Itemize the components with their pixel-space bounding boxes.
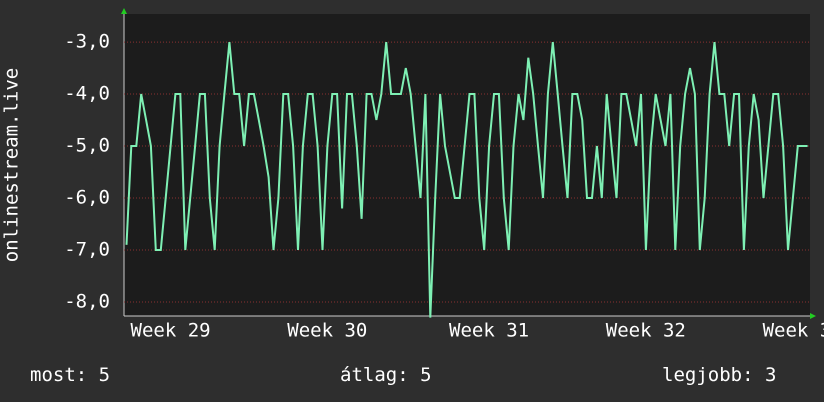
stat: most: 5	[30, 364, 110, 386]
stat-label: átlag:	[340, 364, 409, 386]
y-tick-label: -4,0	[64, 83, 110, 105]
stat-label: legjobb:	[662, 364, 754, 386]
stat-value: 3	[765, 364, 776, 386]
stat-label: most:	[30, 364, 87, 386]
y-tick-label: -3,0	[64, 31, 110, 53]
data-line	[125, 42, 808, 318]
x-tick-label: Week 33	[763, 320, 824, 342]
y-tick-label: -8,0	[64, 290, 110, 312]
axis-arrow	[810, 313, 816, 319]
stat: legjobb: 3	[662, 364, 776, 386]
x-tick-label: Week 31	[449, 320, 529, 342]
x-tick-label: Week 29	[131, 320, 211, 342]
stat: átlag: 5	[340, 364, 432, 386]
plot-area	[124, 14, 810, 316]
x-tick-label: Week 30	[287, 320, 367, 342]
axis-arrow	[121, 8, 127, 14]
y-tick-label: -7,0	[64, 238, 110, 260]
stat-value: 5	[420, 364, 431, 386]
y-tick-label: -6,0	[64, 187, 110, 209]
y-tick-label: -5,0	[64, 135, 110, 157]
x-tick-label: Week 32	[606, 320, 686, 342]
y-axis-label: onlinestream.live	[1, 68, 23, 262]
stat-value: 5	[99, 364, 110, 386]
